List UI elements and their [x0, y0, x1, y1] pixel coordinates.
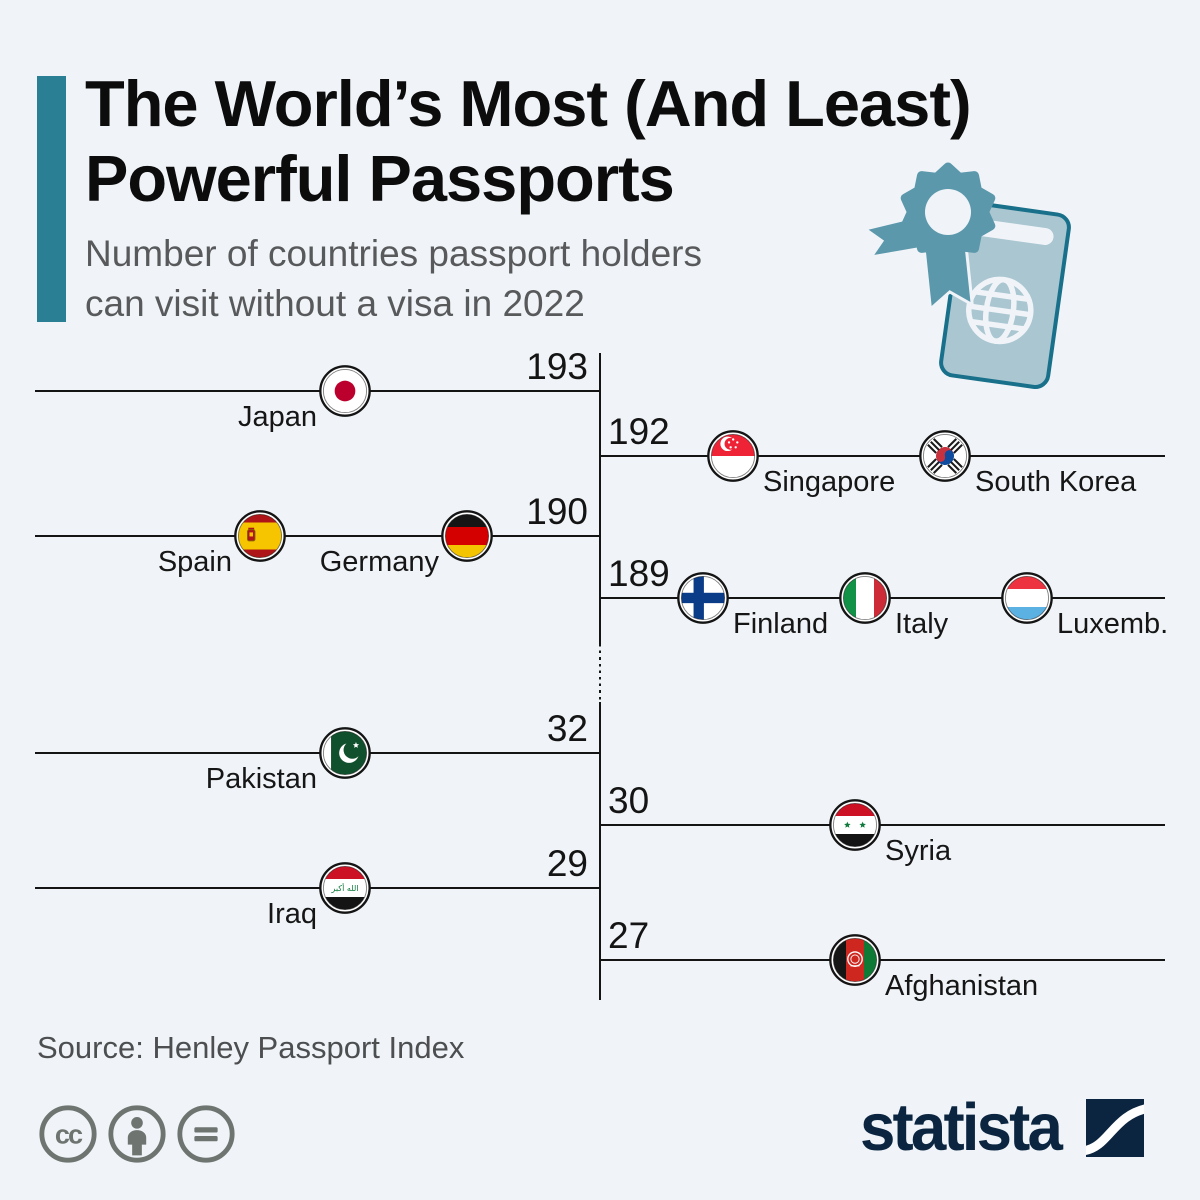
flag-spain-icon: [234, 510, 286, 562]
attribution-icon: [108, 1105, 166, 1163]
rank-line-193: [35, 389, 600, 393]
statista-swoosh-icon: [1085, 1098, 1144, 1157]
visa-count-label-192: 192: [608, 411, 670, 452]
country-label-luxemb: Luxemb.: [1057, 608, 1169, 640]
rank-line-30: [599, 823, 1165, 827]
statista-logo: statista: [860, 1094, 1144, 1161]
flag-syria-icon: [829, 799, 881, 851]
country-label-finland: Finland: [733, 608, 829, 640]
flag-iraq-icon: الله أكبر: [319, 862, 371, 914]
country-label-spain: Spain: [157, 546, 232, 578]
flag-south-korea-icon: [919, 430, 971, 482]
page-title: The World’s Most (And Least) Powerful Pa…: [85, 66, 972, 216]
country-label-south-korea: South Korea: [975, 466, 1137, 498]
title-line-1: The World’s Most (And Least): [85, 67, 972, 140]
country-label-japan: Japan: [237, 401, 317, 433]
flag-finland-icon: [677, 572, 729, 624]
visa-count-label-190: 190: [526, 491, 588, 532]
flag-afghanistan-icon: [829, 934, 881, 986]
page-subtitle: Number of countries passport holders can…: [85, 229, 702, 329]
passport-with-ribbon-badge-icon: [861, 162, 1071, 389]
visa-count-label-32: 32: [546, 708, 588, 749]
axis-lower-segment: [598, 702, 602, 1000]
axis-break-dotted-segment: [598, 644, 602, 702]
country-label-iraq: Iraq: [267, 898, 317, 930]
svg-text:الله أكبر: الله أكبر: [330, 883, 358, 893]
flag-singapore-icon: [707, 430, 759, 482]
flag-luxembourg-icon: [1001, 572, 1053, 624]
title-accent-bar: [37, 76, 66, 322]
country-label-singapore: Singapore: [763, 466, 896, 498]
visa-count-label-30: 30: [608, 780, 650, 821]
subtitle-line-2: can visit without a visa in 2022: [85, 283, 585, 324]
svg-text:cc: cc: [55, 1119, 83, 1150]
rank-line-29: [35, 886, 600, 890]
country-label-syria: Syria: [885, 835, 952, 867]
axis-upper-segment: [598, 353, 602, 644]
rank-line-190: [35, 534, 600, 538]
flag-japan-icon: [319, 365, 371, 417]
visa-count-label-27: 27: [608, 915, 650, 956]
rank-line-27: [599, 958, 1165, 962]
rank-line-32: [35, 751, 600, 755]
flag-germany-icon: [441, 510, 493, 562]
flag-pakistan-icon: [319, 727, 371, 779]
subtitle-line-1: Number of countries passport holders: [85, 233, 702, 274]
statista-wordmark: statista: [860, 1090, 1063, 1165]
visa-count-label-193: 193: [526, 346, 588, 387]
cc-icon: cc: [39, 1105, 97, 1163]
visa-count-label-29: 29: [546, 843, 588, 884]
visa-count-label-189: 189: [608, 553, 670, 594]
country-label-pakistan: Pakistan: [205, 763, 317, 795]
country-label-italy: Italy: [895, 608, 949, 640]
license-icons: cc: [37, 1103, 237, 1165]
country-label-afghanistan: Afghanistan: [885, 970, 1039, 1002]
flag-italy-icon: [839, 572, 891, 624]
source-note: Source: Henley Passport Index: [37, 1030, 465, 1065]
ribbon-badge-icon: [861, 162, 996, 313]
no-derivatives-icon: [177, 1105, 235, 1163]
country-label-germany: Germany: [319, 546, 439, 578]
rank-line-192: [599, 454, 1165, 458]
title-line-2: Powerful Passports: [85, 142, 675, 215]
